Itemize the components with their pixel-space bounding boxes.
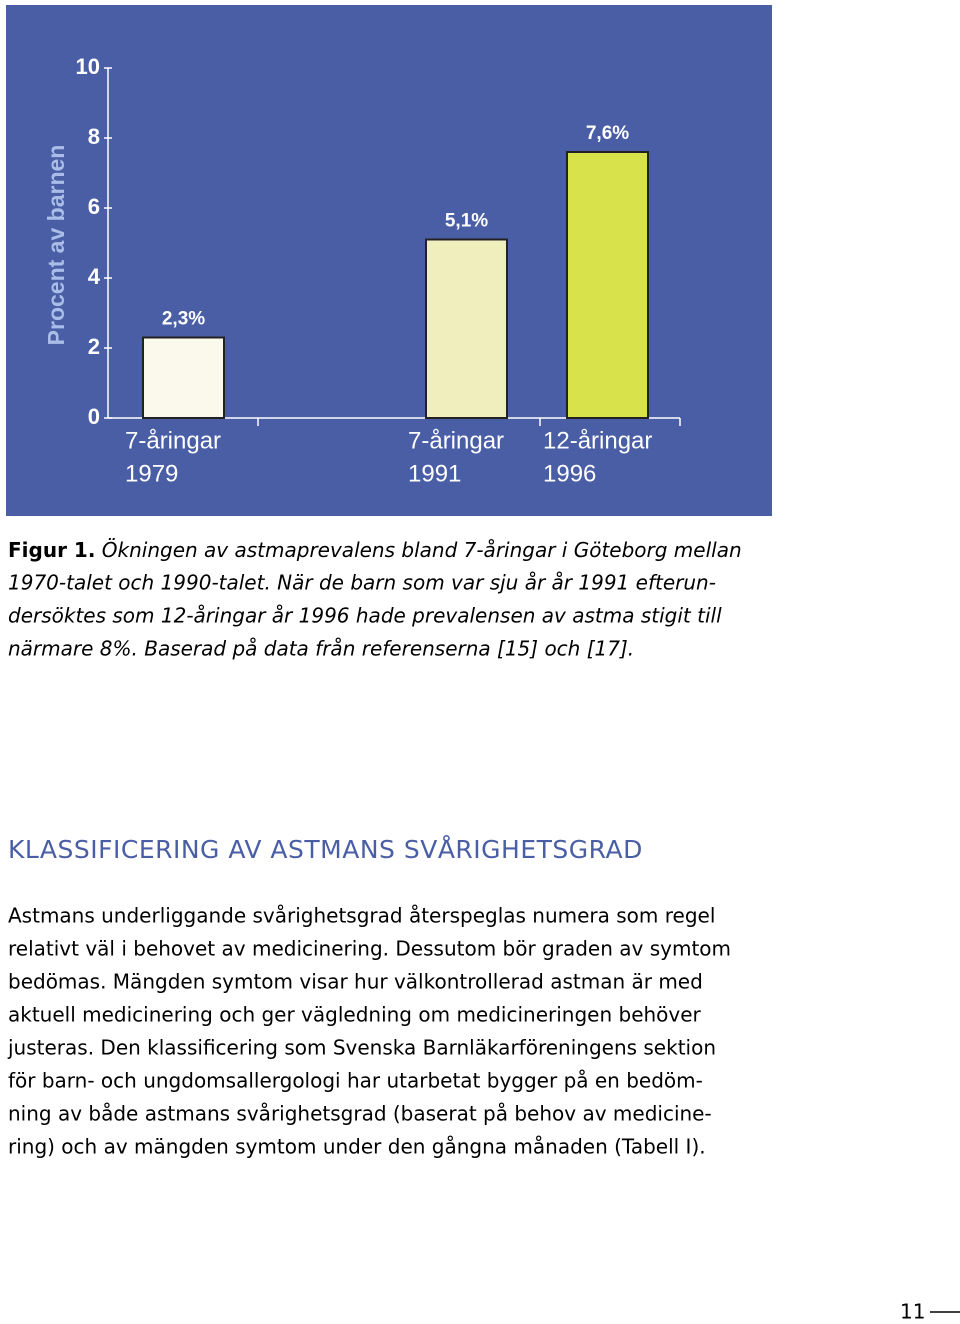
x-tick-label: 7-åringar bbox=[125, 427, 221, 454]
x-tick-label: 1996 bbox=[543, 460, 596, 487]
caption-line: 1970-talet och 1990-talet. När de barn s… bbox=[8, 571, 716, 595]
body-line: relativt väl i behovet av medicinering. … bbox=[8, 937, 731, 961]
y-tick-label: 0 bbox=[88, 404, 100, 429]
x-tick-label: 1991 bbox=[408, 460, 461, 487]
value-label: 2,3% bbox=[162, 309, 205, 330]
page-number: 11 bbox=[900, 1300, 925, 1324]
body-line: för barn- och ungdomsallergologi har uta… bbox=[8, 1069, 703, 1093]
value-label: 7,6% bbox=[586, 123, 629, 144]
section-heading: KLASSIFICERING AV ASTMANS SVÅRIGHETSGRAD bbox=[8, 835, 643, 864]
value-label: 5,1% bbox=[445, 211, 488, 232]
body-line: ning av både astmans svårighetsgrad (bas… bbox=[8, 1102, 712, 1126]
y-axis-label: Procent av barnen bbox=[43, 145, 69, 346]
y-tick-label: 6 bbox=[88, 194, 100, 219]
body-line: Astmans underliggande svårighetsgrad åte… bbox=[8, 904, 715, 928]
x-tick-label: 1979 bbox=[125, 460, 178, 487]
bar bbox=[425, 238, 508, 419]
body-line: aktuell medicinering och ger vägledning … bbox=[8, 1003, 702, 1027]
caption-text: Ökningen av astmaprevalens bland 7-åring… bbox=[95, 538, 741, 562]
bar bbox=[142, 336, 225, 419]
body-line: justeras. Den klassificering som Svenska… bbox=[7, 1036, 716, 1060]
x-tick-label: 7-åringar bbox=[408, 427, 504, 454]
caption-line: närmare 8%. Baserad på data från referen… bbox=[8, 637, 634, 661]
caption-line: Figur 1. Ökningen av astmaprevalens blan… bbox=[8, 538, 742, 562]
caption-line: dersöktes som 12-åringar år 1996 hade pr… bbox=[8, 604, 722, 628]
body-line: bedömas. Mängden symtom visar hur välkon… bbox=[8, 970, 703, 994]
caption-label: Figur 1. bbox=[8, 538, 95, 562]
y-tick-label: 8 bbox=[88, 124, 100, 149]
bar bbox=[566, 151, 649, 419]
chart-background bbox=[6, 5, 772, 516]
y-tick-label: 2 bbox=[88, 334, 100, 359]
y-tick-label: 10 bbox=[76, 54, 100, 79]
x-tick-label: 12-åringar bbox=[543, 427, 652, 454]
body-line: ring) och av mängden symtom under den gå… bbox=[8, 1135, 706, 1159]
y-tick-label: 4 bbox=[88, 264, 101, 289]
